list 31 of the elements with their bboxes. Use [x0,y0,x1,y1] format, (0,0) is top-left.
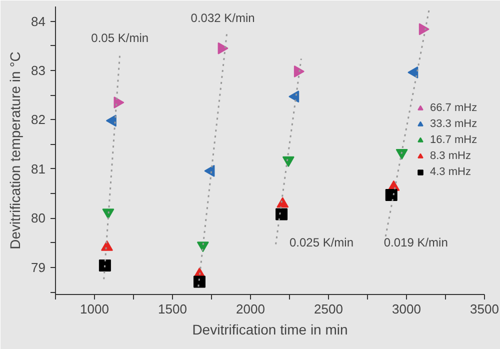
point [282,156,294,167]
y-tick-label: 84 [31,14,46,29]
point [98,259,111,272]
x-tick-label: 3000 [392,302,421,316]
legend-label: 4.3 mHz [430,165,471,179]
y-tick-label: 83 [31,63,46,78]
x-tick-label: 3500 [470,302,499,316]
x-tick-label: 2500 [314,302,343,316]
point [204,164,215,177]
legend-label: 33.3 mHz [430,117,478,131]
point [193,276,206,288]
y-tick-label: 81 [31,161,46,176]
y-tick-label: 79 [31,260,46,275]
legend-label: 8.3 mHz [430,149,471,163]
point [276,197,289,208]
annotation: 0.032 K/min [190,11,255,26]
legend-label: 66.7 mHz [430,101,478,115]
y-axis-title: Devitrification temperature in °C [7,52,24,250]
annotation: 0.019 K/min [384,236,448,250]
legend-label: 16.7 mHz [430,133,478,147]
x-axis-title: Devitrification time in min [192,322,348,338]
x-tick-label: 2000 [236,302,265,316]
point [276,208,288,220]
point [418,23,430,36]
annotation: 0.05 K/min [91,31,149,46]
y-tick-label: 82 [31,112,46,128]
y-tick-label: 80 [31,210,46,226]
point [385,189,398,202]
x-tick-label: 1500 [158,302,187,316]
annotation: 0.025 K/min [289,236,354,250]
x-tick-label: 1000 [80,302,109,316]
